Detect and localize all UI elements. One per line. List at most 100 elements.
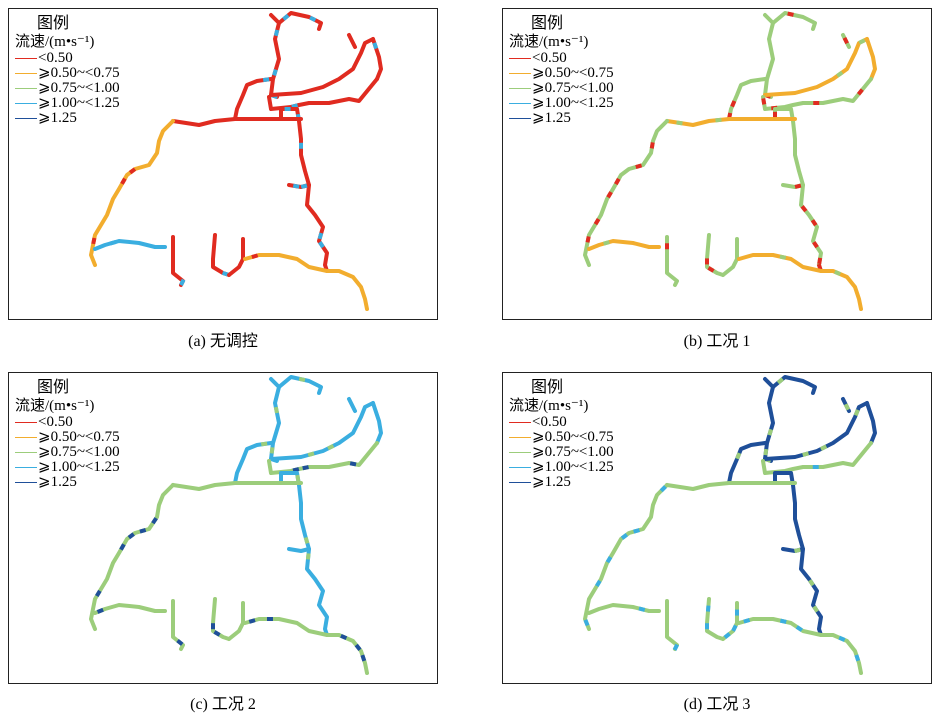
pipe-segment	[287, 547, 311, 553]
legend-swatch	[15, 437, 37, 438]
pipe-segment	[371, 401, 383, 445]
pipe-segment	[347, 33, 357, 49]
legend-swatch	[509, 118, 531, 119]
pipe-segment	[89, 483, 175, 631]
pipe-segment	[721, 237, 739, 277]
pipe-segment-accent	[176, 639, 184, 646]
pipe-segment-accent	[794, 183, 802, 189]
legend-label: ⩾1.25	[532, 474, 571, 490]
legend-label: ⩾1.00~<1.25	[532, 459, 614, 475]
pipe-segment-accent	[292, 183, 300, 189]
pipe-segment	[773, 471, 823, 637]
pipe-segment-accent	[743, 618, 751, 624]
pipe-segment	[583, 483, 669, 631]
pipe-segment-accent	[808, 579, 815, 587]
legend-item: ⩾1.25	[15, 111, 120, 126]
pipe-segment	[665, 599, 679, 651]
pipe-segment-accent	[213, 630, 221, 637]
legend-label: ⩾1.25	[532, 110, 571, 126]
panel-caption: (d) 工况 3	[683, 696, 751, 713]
pipe-segment	[587, 603, 661, 615]
pipe-segment-accent	[635, 163, 643, 169]
pipe-segment	[737, 253, 863, 311]
pipe-segment-accent	[151, 517, 158, 525]
pipe-segment	[665, 235, 679, 287]
pipe-segment-accent	[372, 42, 379, 50]
pipe-segment-accent	[779, 618, 787, 624]
pipe-segment-accent	[251, 253, 259, 259]
pipe-segment	[763, 13, 775, 99]
legend-label: ⩾0.50~<0.75	[532, 429, 614, 445]
pipe-segment-accent	[298, 376, 306, 383]
pipe-segment	[243, 253, 369, 311]
legend-swatch	[509, 58, 531, 59]
pipe-segment	[93, 603, 167, 615]
pipe-segment-accent	[620, 533, 629, 540]
legend-swatch	[509, 482, 531, 483]
pipe-segment	[93, 239, 167, 251]
pipe-segment	[243, 617, 369, 675]
pipe-segment	[347, 397, 357, 413]
legend-item: ⩾1.25	[15, 475, 120, 490]
pipe-segment-accent	[302, 465, 309, 471]
pipe-segment	[665, 481, 797, 491]
legend-label: ⩾1.25	[38, 474, 77, 490]
legend-item: ⩾0.75~<1.00	[509, 445, 614, 460]
pipe-segment-accent	[327, 444, 335, 451]
legend: 图例 流速/(m•s⁻¹) <0.50 ⩾0.50~<0.75 ⩾0.75~<1…	[15, 15, 120, 126]
legend-swatch	[15, 482, 37, 483]
legend-label: ⩾0.75~<1.00	[532, 80, 614, 96]
legend-swatch	[15, 118, 37, 119]
legend: 图例 流速/(m•s⁻¹) <0.50 ⩾0.50~<0.75 ⩾0.75~<1…	[509, 15, 614, 126]
pipe-segment	[721, 601, 739, 641]
pipe-segment-accent	[273, 29, 280, 37]
pipe-segment	[279, 107, 329, 273]
pipe-segment-accent	[305, 553, 311, 560]
pipe-segment-accent	[309, 15, 317, 22]
legend-label: ⩾0.50~<0.75	[38, 65, 120, 81]
pipe-segment-accent	[603, 240, 610, 246]
legend-item: ⩾0.75~<1.00	[15, 81, 120, 96]
pipe-segment-accent	[95, 589, 102, 598]
pipe-segment	[727, 441, 767, 485]
pipe-segment	[587, 239, 661, 251]
legend-swatch	[509, 88, 531, 89]
pipe-segment-accent	[659, 485, 667, 493]
legend-label: ⩾0.75~<1.00	[38, 444, 120, 460]
pipe-segment	[171, 235, 185, 287]
pipe-segment-accent	[127, 532, 135, 540]
pipe-segment-accent	[649, 142, 655, 149]
legend-item: ⩾0.50~<0.75	[509, 430, 614, 445]
pipe-segment-accent	[676, 120, 683, 126]
pipe-segment-accent	[119, 543, 126, 551]
pipe-network-d	[583, 375, 877, 675]
pipe-segment-accent	[349, 461, 357, 467]
pipe-segment-accent	[360, 654, 367, 662]
legend-swatch	[15, 88, 37, 89]
pipe-segment-accent	[776, 377, 784, 385]
pipe-segment	[171, 117, 303, 127]
pipe-segment-accent	[614, 177, 621, 186]
pipe-segment-accent	[812, 241, 819, 249]
pipe-segment-accent	[800, 205, 808, 213]
pipe-segment-accent	[272, 69, 278, 76]
pipe-network-b	[583, 11, 877, 311]
pipe-segment	[761, 441, 873, 475]
pipe-segment-accent	[269, 447, 275, 454]
pipe-segment-accent	[779, 254, 787, 260]
legend-item: ⩾1.00~<1.25	[15, 460, 120, 475]
legend-item: ⩾0.75~<1.00	[15, 445, 120, 460]
pipe-segment	[665, 117, 797, 127]
legend-item: <0.50	[509, 51, 614, 66]
pipe-segment	[269, 13, 281, 99]
pipe-segment-accent	[795, 625, 803, 632]
legend-swatch	[509, 73, 531, 74]
pipe-segment	[171, 599, 185, 651]
legend-label: ⩾1.00~<1.25	[38, 95, 120, 111]
pipe-segment-accent	[638, 606, 646, 612]
pipe-segment	[705, 597, 725, 641]
legend-swatch	[15, 422, 37, 423]
pipe-segment-accent	[317, 232, 324, 240]
legend-title: 图例	[37, 379, 70, 396]
pipe-segment-accent	[820, 444, 828, 451]
